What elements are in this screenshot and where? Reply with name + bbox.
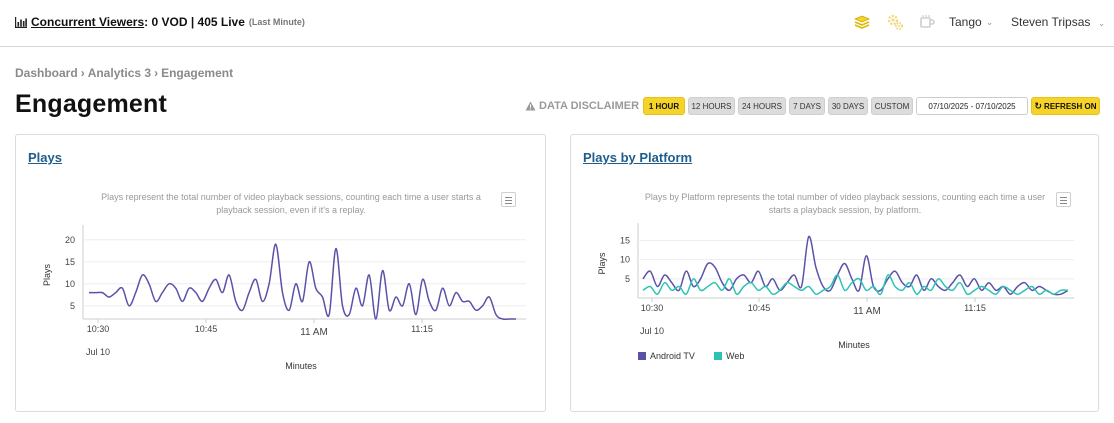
- platform-series-web-line: [642, 274, 1069, 296]
- range-30-days-button[interactable]: 30 DAYS: [828, 97, 868, 115]
- plays-by-platform-card-title[interactable]: Plays by Platform: [583, 150, 693, 165]
- plays-by-platform-description: Plays by Platform represents the total n…: [644, 192, 1046, 215]
- plays-x-tick-label: 11:15: [411, 324, 433, 334]
- legend-web-label: Web: [726, 351, 745, 361]
- plays-series-1-line: [89, 243, 516, 321]
- platform-x-tick-label: 11 AM: [853, 306, 881, 317]
- refresh-icon: ↻: [1034, 100, 1043, 111]
- tenant-label: Tango: [949, 15, 982, 29]
- concurrent-viewers[interactable]: Concurrent Viewers : 0 VOD | 405 Live (L…: [15, 15, 305, 29]
- plays-card: Plays Plays represent the total number o…: [15, 134, 546, 412]
- breadcrumb-separator-icon: ›: [154, 66, 159, 80]
- range-12-hours-button[interactable]: 12 HOURS: [688, 97, 735, 115]
- concurrent-viewers-link[interactable]: Concurrent Viewers: [31, 15, 145, 29]
- chevron-down-icon: ⌄: [985, 16, 994, 27]
- legend-android-tv-label: Android TV: [650, 351, 695, 361]
- platform-y-axis-label: Plays: [597, 252, 607, 275]
- chevron-down-icon: ⌄: [1097, 18, 1106, 28]
- tenant-dropdown[interactable]: Tango ⌄: [949, 15, 993, 29]
- plays-x-axis-label: Minutes: [285, 361, 317, 371]
- legend-android-tv[interactable]: Android TV: [638, 351, 695, 361]
- platform-x-tick-sublabel: Jul 10: [640, 326, 664, 336]
- data-disclaimer-label: DATA DISCLAIMER: [539, 100, 640, 112]
- platform-series-android-tv-line: [642, 235, 1069, 296]
- user-dropdown[interactable]: Steven Tripsas ⌄: [1011, 15, 1105, 29]
- plays-description: Plays represent the total number of vide…: [101, 192, 481, 215]
- refresh-label: REFRESH ON: [1044, 101, 1097, 111]
- platform-y-tick-label: 5: [625, 274, 630, 284]
- platform-x-axis-label: Minutes: [838, 340, 870, 350]
- cup-icon[interactable]: [918, 13, 936, 31]
- plays-y-tick-label: 15: [65, 257, 75, 267]
- date-range-input[interactable]: 07/10/2025 - 07/10/2025: [916, 97, 1028, 115]
- plays-chart: 5 10 15 20 Plays 10:30 10:45 11 AM 11:15 Jul 10 Mi…: [42, 225, 526, 371]
- plays-y-axis-label: Plays: [42, 264, 52, 287]
- platform-x-tick-label: 11:15: [964, 303, 986, 313]
- concurrent-viewers-note: (Last Minute): [248, 17, 305, 27]
- chart-menu-icon[interactable]: [1056, 192, 1071, 207]
- range-24-hours-button[interactable]: 24 HOURS: [738, 97, 786, 115]
- legend-web[interactable]: Web: [714, 351, 744, 361]
- warning-icon: [525, 101, 536, 111]
- page-title: Engagement: [15, 90, 168, 118]
- breadcrumb-separator-icon: ›: [80, 66, 85, 80]
- chart-menu-icon[interactable]: [501, 192, 516, 207]
- plays-card-title[interactable]: Plays: [28, 150, 62, 165]
- plays-x-tick-label: 10:30: [87, 324, 110, 334]
- top-bar: Concurrent Viewers : 0 VOD | 405 Live (L…: [0, 0, 1114, 47]
- breadcrumb: Dashboard › Analytics 3 › Engagement: [15, 66, 233, 80]
- legend-swatch: [638, 352, 646, 360]
- gears-icon[interactable]: [886, 13, 905, 32]
- breadcrumb-engagement: Engagement: [161, 66, 234, 80]
- plays-y-tick-label: 20: [65, 235, 75, 245]
- platform-x-tick-label: 10:45: [748, 303, 771, 313]
- refresh-toggle-button[interactable]: ↻ REFRESH ON: [1031, 97, 1100, 115]
- data-disclaimer[interactable]: DATA DISCLAIMER: [525, 100, 639, 112]
- concurrent-viewers-value: : 0 VOD | 405 Live: [144, 15, 245, 29]
- plays-x-tick-label: 10:45: [195, 324, 218, 334]
- plays-by-platform-chart: 5 10 15 Plays 10:30 10:45 11 AM 11:15 Jul 10 Minu…: [597, 223, 1074, 350]
- layers-icon[interactable]: [853, 13, 871, 31]
- platform-x-tick-label: 10:30: [641, 303, 664, 313]
- plays-y-tick-label: 5: [70, 301, 75, 311]
- legend-swatch: [714, 352, 722, 360]
- breadcrumb-dashboard[interactable]: Dashboard: [15, 66, 78, 80]
- plays-x-tick-sublabel: Jul 10: [86, 347, 110, 357]
- bar-chart-icon: [15, 16, 27, 28]
- range-7-days-button[interactable]: 7 DAYS: [789, 97, 825, 115]
- range-1-hour-button[interactable]: 1 HOUR: [643, 97, 685, 115]
- plays-y-tick-label: 10: [65, 279, 75, 289]
- breadcrumb-analytics[interactable]: Analytics 3: [87, 66, 152, 80]
- user-label: Steven Tripsas: [1011, 15, 1091, 29]
- platform-y-tick-label: 10: [620, 255, 630, 265]
- platform-y-tick-label: 15: [620, 236, 630, 246]
- plays-by-platform-card: Plays by Platform Plays by Platform repr…: [570, 134, 1099, 412]
- range-custom-button[interactable]: CUSTOM: [871, 97, 913, 115]
- plays-x-tick-label: 11 AM: [300, 327, 328, 338]
